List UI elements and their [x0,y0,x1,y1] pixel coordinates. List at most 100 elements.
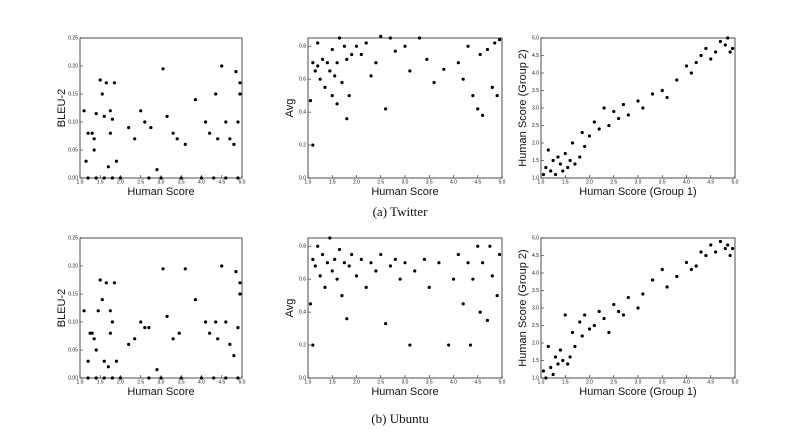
point [597,309,601,314]
point [563,313,567,317]
point [86,131,90,135]
point [110,117,114,121]
point [234,270,238,274]
point [456,61,460,65]
x-axis-label: Human Score [127,186,194,198]
point [369,74,373,78]
point [342,44,346,48]
point [236,120,240,124]
point [546,148,550,152]
point [165,314,169,318]
point [369,261,373,265]
point [238,281,242,285]
point [155,168,159,172]
point [621,313,626,317]
point [580,334,584,338]
point [92,337,96,341]
point [675,78,679,82]
point [155,368,159,372]
x-tick-label: 4.5 [474,379,481,385]
y-tick-label: 0.8 [299,44,306,50]
point [106,165,110,169]
point [330,269,334,273]
y-tick-label: 0.20 [68,263,78,269]
point [236,376,240,380]
point [308,302,313,306]
point [636,306,640,310]
point [347,94,351,98]
point [398,277,402,281]
point [718,39,723,44]
point [177,331,181,335]
point [728,253,732,258]
plot-frame [540,37,736,179]
point [408,69,412,73]
point [345,57,349,62]
point [364,41,368,45]
x-tick-label: 2.5 [137,379,144,385]
y-tick-label: 0.05 [68,347,78,353]
y-tick-label: 0.25 [68,235,78,241]
point [379,34,383,38]
point [147,376,151,380]
point [161,67,165,71]
point [665,285,669,289]
point [493,41,497,45]
point [408,343,412,347]
x-tick-label: 3.0 [158,179,165,185]
x-tick-label: 2.0 [586,179,593,185]
point [82,109,86,113]
y-tick-label: 5.0 [532,235,539,241]
y-tick-label: 0.15 [68,91,78,97]
point [723,246,727,251]
point [203,120,208,124]
y-tick-label: 0.10 [68,319,78,325]
point [149,126,153,130]
x-tick-label: 2.0 [353,379,360,385]
point [495,94,499,98]
point [425,57,429,62]
point [171,337,175,341]
point [228,342,232,346]
point [583,313,587,317]
point [471,277,475,281]
x-tick-label: 4.0 [450,379,457,385]
point [311,257,315,262]
point [650,92,655,96]
x-tick-label: 3.0 [635,179,642,185]
point [709,243,713,247]
point [102,114,106,118]
point [432,80,436,85]
point [102,359,106,363]
point [699,250,703,254]
point [379,252,383,257]
point [566,362,570,366]
point [553,172,558,177]
point [82,309,86,313]
point [318,274,322,278]
x-tick-label: 1.5 [329,379,336,385]
plot-frame [79,237,243,379]
y-axis-label: Human Score (Group 2) [517,49,529,166]
point [478,52,482,57]
point [384,322,388,326]
point [214,92,218,96]
point [461,77,465,81]
y-tick-label: 0.6 [299,77,306,83]
point [94,112,98,116]
point [704,253,708,258]
point [345,117,349,121]
y-tick-label: 1.0 [532,175,539,181]
point [94,348,98,352]
point [471,94,475,98]
point [384,107,388,111]
point [118,176,123,180]
point [684,260,689,265]
point [461,302,465,306]
point [374,269,378,273]
x-tick-label: 4.5 [474,179,481,185]
point [183,267,187,271]
y-tick-label: 0.00 [68,375,78,381]
x-tick-label: 2.0 [586,379,593,385]
point [359,52,363,57]
